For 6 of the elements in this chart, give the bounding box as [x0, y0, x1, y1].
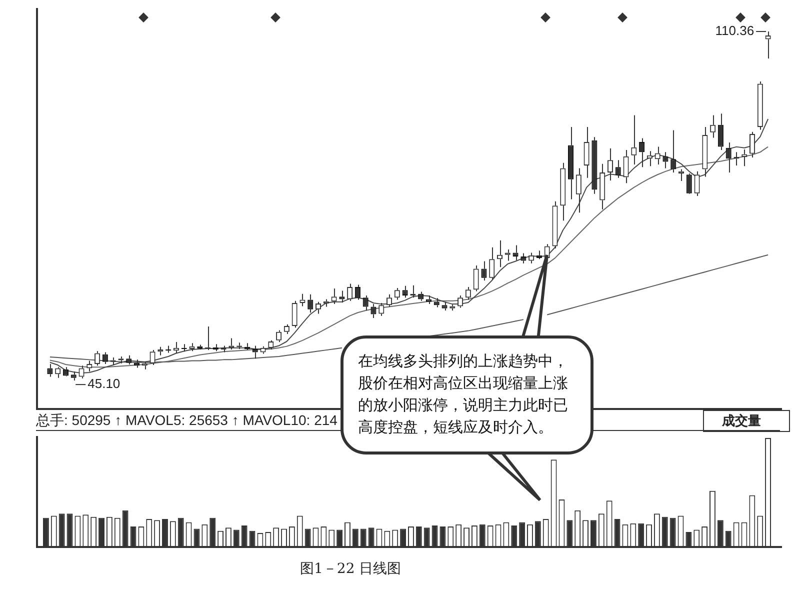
- text: 成交量: [703, 410, 790, 432]
- caption: 图1－22 日线图: [300, 560, 402, 578]
- annotation: 45.10: [88, 376, 120, 392]
- annotation: 110.36: [715, 23, 754, 38]
- text: 总手: 50295 ↑ MAVOL5: 25653 ↑ MAVOL10: 214: [36, 412, 338, 430]
- annotation: 在均线多头排列的上涨趋势中，股价在相对高位区出现缩量上涨的放小阳涨停，说明主力此时已高度控盘，短线应及时介入。: [358, 351, 569, 438]
